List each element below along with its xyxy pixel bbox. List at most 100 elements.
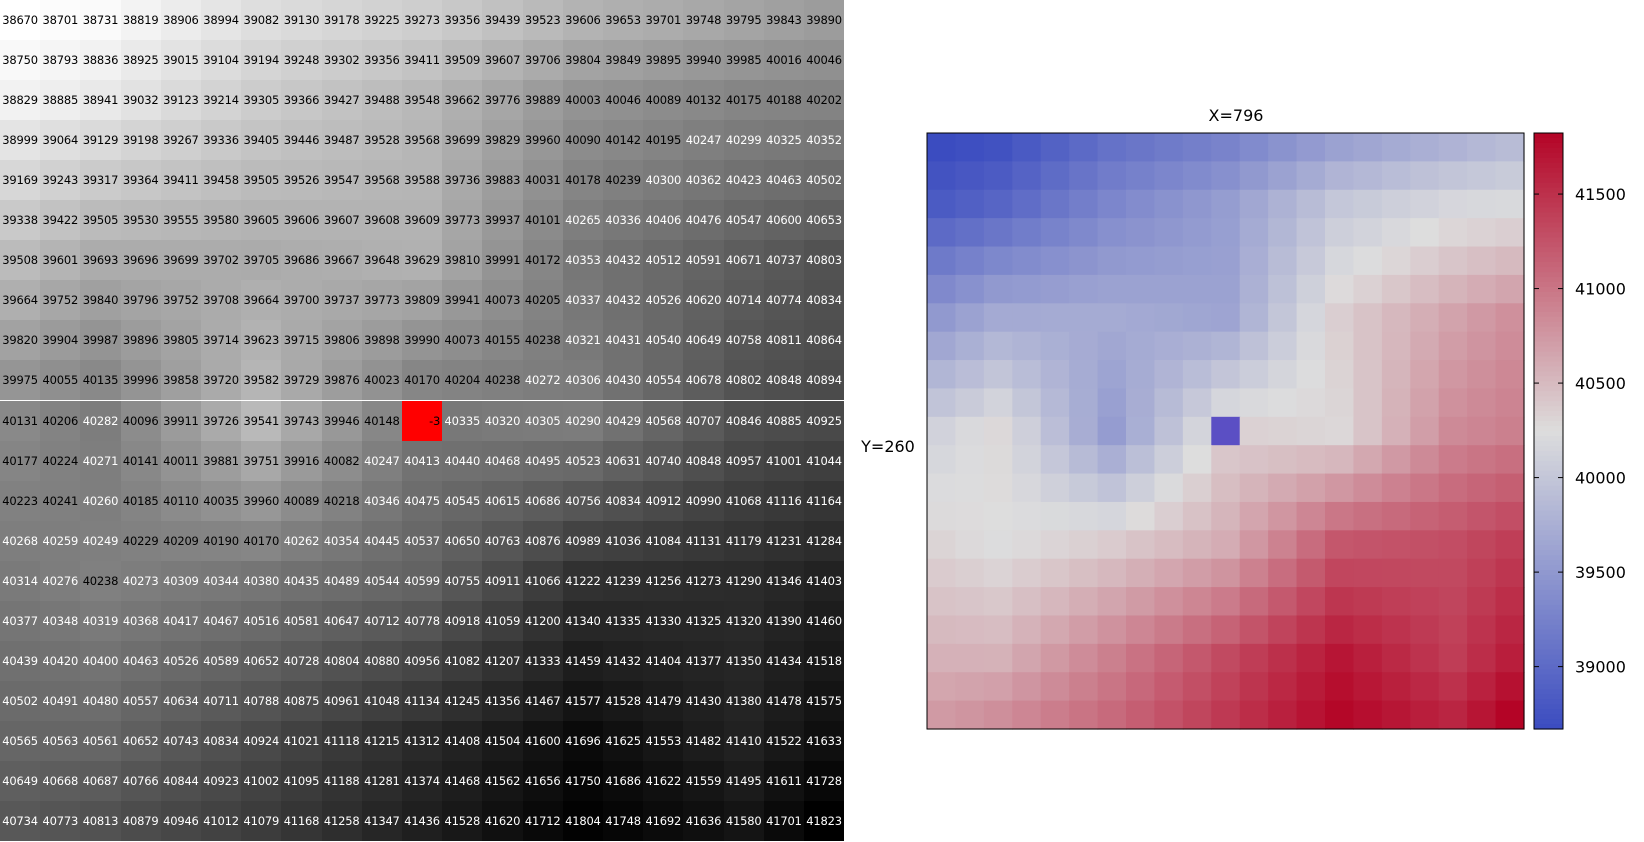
heatmap-cell [1040, 416, 1070, 446]
pixel-value-table: 38670 38701 38731 38819 38906 38994 39082 39130… [0, 0, 845, 842]
heatmap-cell [1410, 360, 1440, 390]
table-cell: 40848 [763, 360, 804, 401]
table-cell: 39664 [241, 280, 282, 321]
table-cell: 40526 [643, 280, 684, 321]
heatmap-cell [1154, 218, 1184, 248]
heatmap-cell [1097, 388, 1127, 418]
heatmap-cell [1353, 445, 1383, 475]
colorbar-segment [1534, 525, 1563, 531]
heatmap-cell [1126, 473, 1156, 503]
heatmap-cell [1268, 473, 1298, 503]
table-cell: 40565 [0, 720, 41, 761]
heatmap-cell [1495, 274, 1525, 304]
heatmap-cell [1353, 331, 1383, 361]
table-cell: 41258 [321, 801, 362, 842]
colorbar-segment [1534, 684, 1563, 690]
heatmap-cell [1154, 672, 1184, 702]
heatmap-cell [1154, 274, 1184, 304]
heatmap-cell [1211, 416, 1241, 446]
table-cell: 41528 [442, 801, 483, 842]
table-cell: 40224 [40, 440, 81, 481]
table-cell: 40804 [321, 640, 362, 681]
colorbar-segment [1534, 316, 1563, 323]
colorbar-segment [1534, 306, 1563, 313]
heatmap-cell [1154, 587, 1184, 617]
heatmap-cell [1182, 700, 1212, 730]
table-cell: 40911 [482, 560, 523, 601]
table-cell: 41350 [723, 640, 764, 681]
heatmap-cell [1353, 416, 1383, 446]
colorbar-segment [1534, 207, 1563, 214]
heatmap-cell [1353, 643, 1383, 673]
heatmap-cell [1438, 246, 1468, 276]
colorbar-segment [1534, 356, 1563, 363]
table-cell: 39366 [281, 80, 322, 121]
heatmap-cell [1467, 558, 1497, 588]
heatmap-cell [1126, 530, 1156, 560]
table-cell: 40204 [442, 360, 483, 401]
heatmap-cell [1239, 274, 1269, 304]
colorbar-segment [1534, 376, 1563, 382]
heatmap-cell [983, 161, 1013, 191]
table-cell: 40368 [120, 600, 161, 641]
heatmap-cell [1239, 161, 1269, 191]
table-cell: 41256 [643, 560, 684, 601]
table-cell: 40476 [683, 200, 724, 241]
heatmap-cell [1012, 643, 1042, 673]
heatmap-cell [983, 558, 1013, 588]
heatmap-cell [1069, 388, 1099, 418]
table-cell: 41333 [522, 640, 563, 681]
table-cell: 38906 [160, 0, 201, 41]
table-cell: 40406 [643, 200, 684, 241]
heatmap-cell [1495, 672, 1525, 702]
heatmap-cell [1069, 246, 1099, 276]
table-cell: 39305 [241, 80, 282, 121]
heatmap-cell [1438, 473, 1468, 503]
heatmap-cell [1296, 133, 1326, 162]
colorbar-segment [1534, 282, 1563, 288]
colorbar-segment [1534, 197, 1563, 204]
table-cell: 39960 [241, 480, 282, 521]
heatmap-cell [1325, 274, 1355, 304]
heatmap-cell [927, 700, 957, 730]
table-cell: 39547 [321, 160, 362, 201]
table-cell: 39267 [160, 120, 201, 161]
heatmap-cell [955, 331, 985, 361]
heatmap-cell [1325, 416, 1355, 446]
heatmap-cell [1211, 445, 1241, 475]
heatmap-cell [1353, 558, 1383, 588]
table-cell: 41059 [482, 600, 523, 641]
colorbar-segment [1534, 649, 1563, 656]
heatmap-cell [1154, 416, 1184, 446]
table-cell: 40561 [80, 720, 121, 761]
heatmap-cell [1410, 672, 1440, 702]
table-cell: 39796 [120, 280, 161, 321]
table-cell: 41231 [763, 520, 804, 561]
colorbar-segment [1534, 321, 1563, 328]
table-cell: 39706 [522, 40, 563, 81]
heatmap-cell [1182, 360, 1212, 390]
heatmap-cell [1467, 445, 1497, 475]
heatmap-cell [1438, 331, 1468, 361]
table-cell: 39996 [120, 360, 161, 401]
table-cell: 40844 [160, 760, 201, 801]
table-cell: 40649 [0, 760, 41, 801]
heatmap-cell [1467, 274, 1497, 304]
table-cell: 39225 [361, 0, 402, 41]
colorbar-segment [1534, 555, 1563, 561]
table-cell: 41432 [603, 640, 644, 681]
table-cell: 39737 [321, 280, 362, 321]
heatmap-cell [1239, 558, 1269, 588]
heatmap-cell [927, 473, 957, 503]
heatmap-cell [927, 218, 957, 248]
heatmap-cell [1353, 587, 1383, 617]
heatmap-cell [983, 615, 1013, 645]
heatmap-cell [1182, 416, 1212, 446]
table-cell: 40155 [482, 320, 523, 361]
colorbar-segment [1534, 709, 1563, 715]
heatmap-cell [1410, 643, 1440, 673]
heatmap-cell [1097, 161, 1127, 191]
heatmap-cell [1381, 530, 1411, 560]
heatmap-cell [1325, 558, 1355, 588]
table-cell: 40209 [160, 520, 201, 561]
